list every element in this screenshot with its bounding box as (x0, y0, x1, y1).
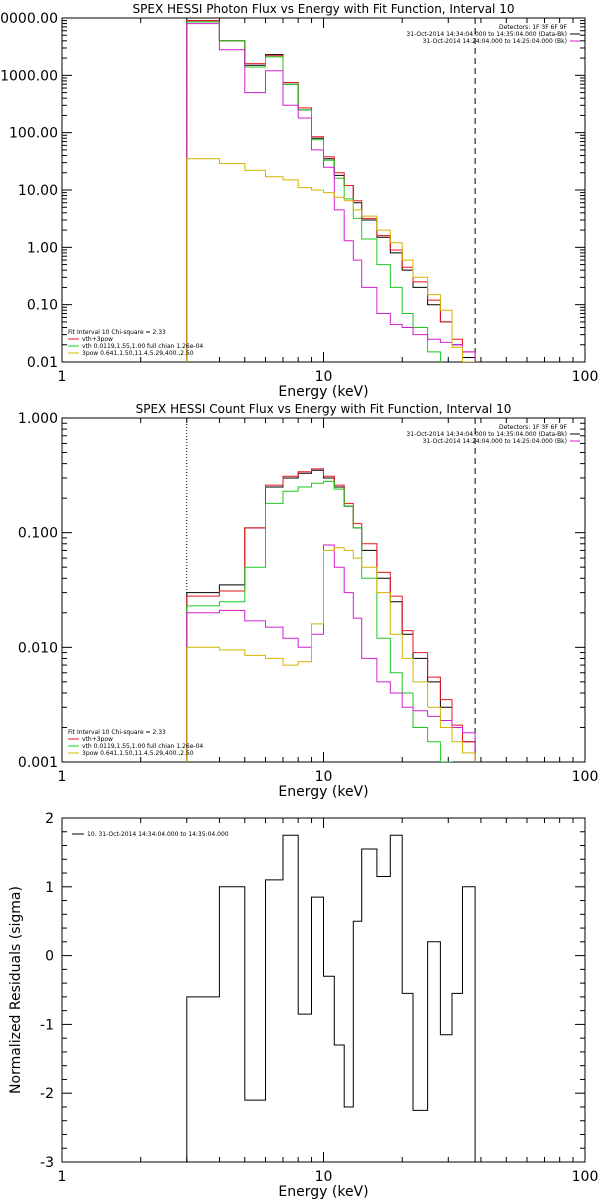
y-axis-label: Normalized Residuals (sigma) (8, 886, 24, 1094)
y-tick-label: 0.10 (27, 298, 58, 314)
series-red-line (186, 20, 476, 362)
y-tick-label: -2 (40, 1086, 54, 1102)
y-tick-label: 1000.00 (0, 68, 58, 84)
legend-bottom-left-line: 3pow 0.641,1.50,11.4,5.29,400.,2.50 (82, 750, 194, 757)
x-tick-label: 100 (572, 369, 599, 385)
y-tick-label: 0.010 (18, 640, 58, 656)
y-tick-label: 100.00 (9, 126, 58, 142)
x-axis-label: Energy (keV) (278, 384, 368, 400)
legend-bottom-left-line: Fit Interval 10 Chi-square = 2.33 (68, 329, 166, 336)
x-axis-label: Energy (keV) (278, 1184, 368, 1200)
chart-title: SPEX HESSI Photon Flux vs Energy with Fi… (133, 2, 515, 16)
plot-frame (61, 817, 586, 1163)
legend-top-left-line: 10. 31-Oct-2014 14:34:04.000 to 14:35:04… (87, 831, 229, 838)
y-tick-label: 0000.00 (0, 11, 58, 27)
legend-bottom-left-line: vth+3pow (82, 736, 113, 743)
legend-bottom-left-line: vth 0.0119,1.55,1.00 full chian 1.26e-04 (82, 743, 203, 750)
legend-bottom-left-line: vth 0.0119,1.55,1.00 full chian 1.26e-04 (82, 343, 203, 350)
y-tick-label: 0 (45, 949, 54, 965)
series-magenta-line (186, 23, 476, 362)
series-green-line (186, 480, 476, 762)
y-tick-label: -1 (40, 1017, 54, 1033)
series-black-line (186, 834, 476, 1162)
legend-top-right-line: Detectors: 1F 3F 6F 9F (499, 24, 568, 31)
legend-bottom-left-line: 3pow 0.641,1.50,11.4,5.29,400.,2.50 (82, 350, 194, 357)
y-tick-label: 0.001 (18, 755, 58, 771)
x-tick-label: 1 (58, 369, 67, 385)
y-tick-label: 1.00 (27, 240, 58, 256)
y-tick-label: 1 (45, 880, 54, 896)
x-tick-label: 1 (58, 769, 67, 785)
legend-top-right-line: 31-Oct-2014 14:34:04.000 to 14:35:04.000… (406, 31, 567, 38)
legend-bottom-left-line: Fit Interval 10 Chi-square = 2.33 (68, 729, 166, 736)
x-tick-label: 10 (315, 369, 333, 385)
x-tick-label: 100 (572, 1169, 599, 1185)
chart-panel-2: SPEX HESSI Count Flux vs Energy with Fit… (18, 402, 598, 800)
y-tick-label: 0.01 (27, 355, 58, 371)
legend-top-right-line: 31-Oct-2014 14:24:04.000 to 14:25:04.000… (423, 38, 567, 45)
legend-top-right-line: 31-Oct-2014 14:24:04.000 to 14:25:04.000… (423, 438, 567, 445)
x-tick-label: 10 (315, 1169, 333, 1185)
y-tick-label: 1.000 (18, 411, 58, 427)
x-tick-label: 1 (58, 1169, 67, 1185)
series-black-line (186, 20, 476, 362)
legend-top-right-line: Detectors: 1F 3F 6F 9F (499, 424, 568, 431)
series-gold-line (186, 547, 476, 762)
x-tick-label: 100 (572, 769, 599, 785)
series-red-line (186, 468, 476, 762)
y-tick-label: -3 (40, 1155, 54, 1171)
x-axis-label: Energy (keV) (278, 784, 368, 800)
series-magenta-line (186, 544, 476, 762)
y-tick-label: 10.00 (18, 183, 58, 199)
series-gold-line (186, 158, 476, 362)
x-tick-label: 10 (315, 769, 333, 785)
legend-bottom-left-line: vth+3pow (82, 336, 113, 343)
y-tick-label: 2 (45, 811, 54, 827)
y-tick-label: 0.100 (18, 526, 58, 542)
series-green-line (186, 21, 476, 362)
chart-title: SPEX HESSI Count Flux vs Energy with Fit… (136, 402, 512, 416)
series-black-line (186, 469, 476, 762)
legend-top-right-line: 31-Oct-2014 14:34:04.000 to 14:35:04.000… (406, 431, 567, 438)
chart-panel-1: SPEX HESSI Photon Flux vs Energy with Fi… (0, 2, 598, 400)
